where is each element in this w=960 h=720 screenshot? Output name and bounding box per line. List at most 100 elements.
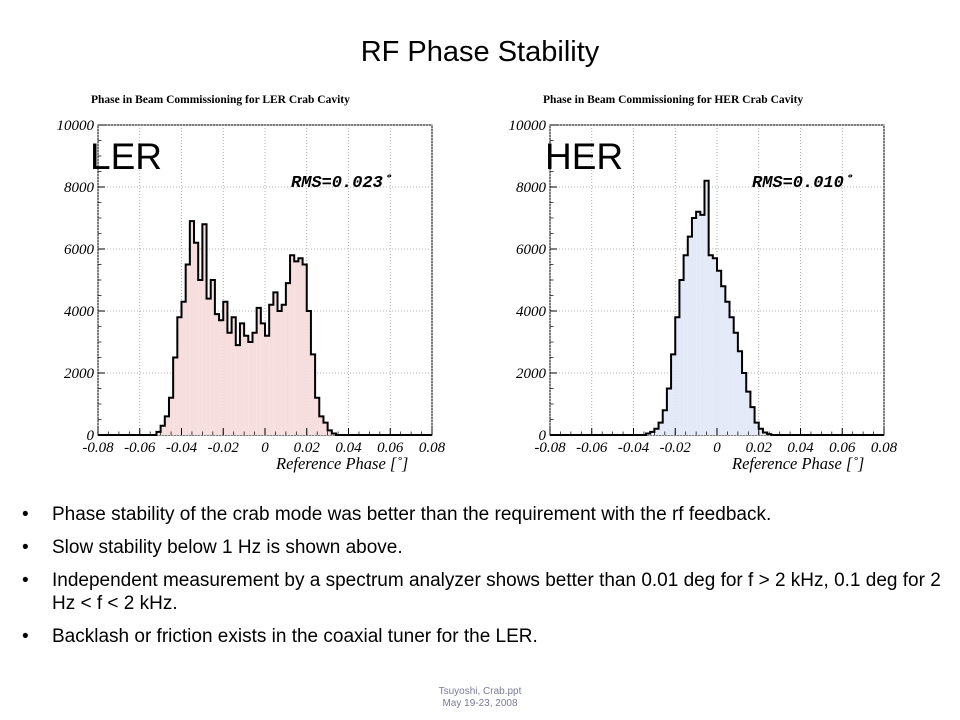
her-x-tick-label: -0.04 (618, 440, 650, 456)
her-histogram-outline (550, 179, 884, 436)
her-histogram-bin (725, 301, 730, 435)
ler-y-tick-label: 4000 (64, 304, 95, 320)
her-histogram-bin (704, 180, 709, 435)
ler-histogram-bin (177, 317, 182, 435)
ler-histogram-bin (185, 264, 190, 435)
ler-histogram-bin (239, 323, 245, 435)
her-x-axis-title: Reference Phase [˚] (731, 454, 864, 473)
ler-histogram-bin (235, 345, 240, 435)
ler-histogram-bin (244, 335, 249, 435)
her-histogram-bin (746, 391, 751, 435)
ler-histogram-bin (173, 357, 178, 435)
footer-line: Tsuyoshi, Crab.ppt (438, 686, 522, 697)
ler-histogram-bin (315, 397, 320, 435)
her-x-tick-label: 0 (713, 440, 721, 456)
her-histogram-bin (650, 431, 655, 435)
bullet-list: Phase stability of the crab mode was bet… (20, 503, 945, 658)
ler-x-tick-label: -0.04 (166, 440, 198, 456)
ler-histogram-bin (285, 283, 291, 435)
her-histogram-bin (700, 214, 705, 435)
ler-x-tick-label: 0.04 (335, 440, 362, 456)
her-histogram-bin (758, 428, 763, 435)
her-x-tick-label: 0.04 (787, 440, 814, 456)
her-x-tick-label: -0.06 (576, 440, 608, 456)
ler-histogram-bin (319, 416, 324, 435)
ler-histogram-bin (327, 430, 332, 435)
ler-histogram-bin (231, 317, 236, 435)
ler-histogram-bin (223, 301, 228, 435)
bullet-item: Independent measurement by a spectrum an… (20, 569, 945, 615)
her-histogram-bin (742, 373, 747, 435)
ler-histogram-bin (248, 342, 253, 435)
her-x-tick-label: 0.06 (829, 440, 856, 456)
ler-histogram-bin (202, 224, 207, 435)
her-histogram-bin (754, 422, 759, 435)
her-histogram-bin (733, 332, 738, 435)
ler-histogram-bin (194, 242, 199, 435)
ler-y-tick-label: 8000 (64, 180, 95, 196)
footer-line: May 19-23, 2008 (442, 698, 518, 709)
ler-histogram-bin (290, 255, 295, 435)
ler-y-tick-label: 2000 (64, 366, 95, 382)
her-y-tick-label: 0 (539, 428, 547, 444)
her-histogram-bin (658, 422, 663, 435)
ler-histogram-bin (227, 332, 232, 435)
her-histogram-bin (675, 317, 680, 435)
her-y-tick-label: 6000 (516, 242, 547, 258)
ler-histogram-bin (252, 332, 257, 435)
her-histogram-bin (696, 211, 701, 435)
ler-y-tick-label: 10000 (57, 118, 95, 134)
ler-x-tick-label: 0 (261, 440, 269, 456)
ler-histogram-bin (210, 280, 215, 435)
ler-histogram-bin (269, 304, 274, 435)
her-histogram-bin (762, 432, 768, 435)
ler-histogram-bin (323, 422, 328, 435)
her-histogram-bin (679, 280, 684, 435)
ler-histogram-bin (181, 301, 186, 435)
her-histogram-bin (729, 317, 734, 435)
ler-chart-title: Phase in Beam Commissioning for LER Crab… (91, 94, 350, 106)
ler-histogram-bin (273, 292, 278, 435)
ler-histogram-bin (198, 280, 203, 435)
ler-x-axis-title: Reference Phase [˚] (275, 454, 408, 473)
ler-histogram-bin (168, 397, 174, 435)
ler-histogram-bin (160, 425, 165, 435)
ler-histogram-bin (306, 311, 311, 435)
bullet-item: Backlash or friction exists in the coaxi… (20, 625, 945, 648)
her-histogram-chart: Phase in Beam Commissioning for HER Crab… (509, 94, 898, 473)
ler-x-tick-label: -0.06 (124, 440, 156, 456)
slide-title: RF Phase Stability (360, 36, 600, 68)
ler-histogram-bin (189, 221, 195, 435)
her-x-tick-label: -0.02 (660, 440, 692, 456)
ler-histogram-bin (281, 304, 286, 435)
ler-histogram-bin (294, 261, 299, 435)
ler-x-tick-label: 0.02 (294, 440, 321, 456)
ler-x-tick-label: -0.02 (208, 440, 240, 456)
ler-histogram-bin (206, 298, 211, 435)
ler-histogram-bin (219, 320, 224, 435)
ler-x-tick-label: 0.06 (377, 440, 404, 456)
ler-histogram-bin (310, 354, 316, 435)
her-y-tick-label: 2000 (516, 366, 547, 382)
ler-histogram-bin (256, 307, 261, 435)
her-chart-title: Phase in Beam Commissioning for HER Crab… (543, 94, 803, 106)
her-histogram-bin (662, 410, 667, 435)
her-histogram-bin (750, 407, 755, 435)
ler-histogram-bin (156, 431, 161, 435)
ler-histogram-bin (164, 416, 169, 435)
her-histogram-bin (687, 236, 692, 435)
her-histogram-bin (671, 354, 676, 435)
her-x-tick-label: 0.08 (871, 440, 898, 456)
ler-histogram-outline (98, 220, 432, 436)
slide-footer: Tsuyoshi, Crab.ppt May 19-23, 2008 (360, 686, 600, 710)
ler-histogram-bin (265, 335, 270, 435)
ler-histogram-chart: Phase in Beam Commissioning for LER Crab… (57, 94, 446, 473)
ler-rms-annotation: RMS=0.023˚ (291, 174, 393, 193)
her-histogram-bin (654, 428, 659, 435)
her-histogram-bin (691, 218, 697, 435)
ler-x-tick-label: 0.08 (419, 440, 446, 456)
bullet-item: Slow stability below 1 Hz is shown above… (20, 536, 945, 559)
her-histogram-bin (712, 258, 717, 435)
ler-x-tick-label: -0.08 (82, 440, 114, 456)
her-rms-annotation: RMS=0.010˚ (752, 174, 854, 193)
